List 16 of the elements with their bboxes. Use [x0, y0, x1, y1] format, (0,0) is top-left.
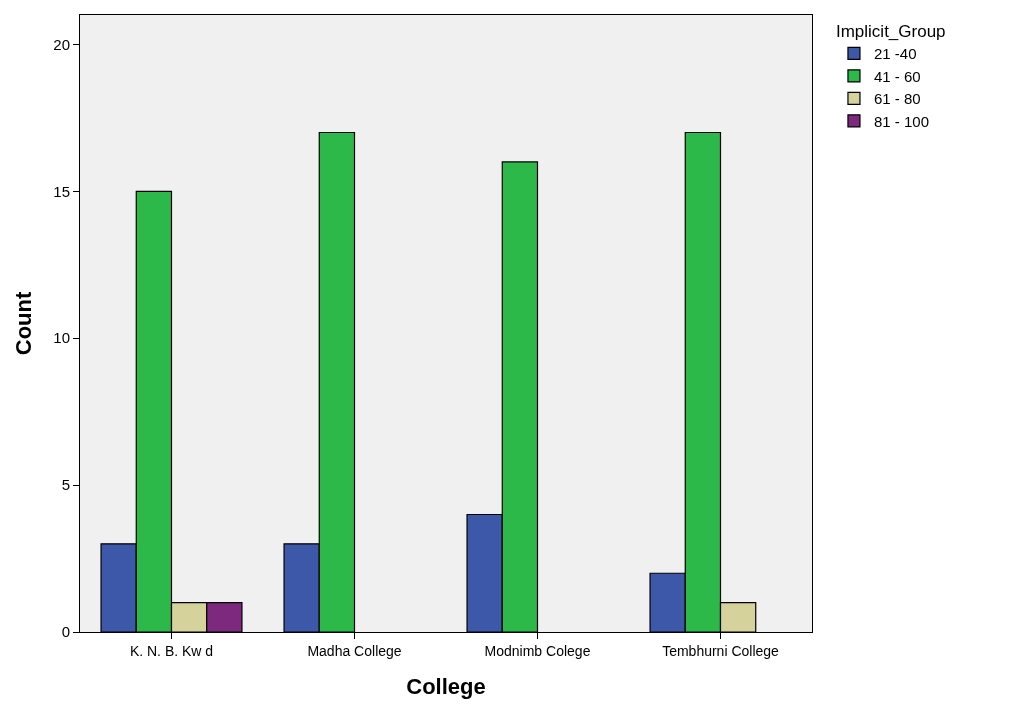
x-tick-label: Modnimb Colege	[484, 642, 591, 659]
x-tick-label: Madha College	[307, 642, 402, 659]
legend-title: Implicit_Group	[835, 22, 946, 42]
x-axis-title: College	[406, 673, 486, 699]
legend-label: 21 -40	[873, 45, 917, 63]
y-tick-label: 0	[61, 623, 70, 641]
y-tick-label: 10	[53, 329, 70, 347]
legend-label: 61 - 80	[873, 90, 921, 108]
legend-label: 41 - 60	[873, 67, 921, 85]
x-tick-label: Tembhurni College	[662, 642, 780, 659]
y-axis-title: Count	[11, 291, 37, 356]
x-tick-label: K. N. B. Kw d	[129, 642, 214, 659]
y-tick-label: 5	[61, 476, 70, 494]
legend-label: 81 - 100	[873, 112, 930, 130]
y-tick-label: 15	[53, 182, 70, 200]
y-tick-label: 20	[53, 35, 70, 53]
